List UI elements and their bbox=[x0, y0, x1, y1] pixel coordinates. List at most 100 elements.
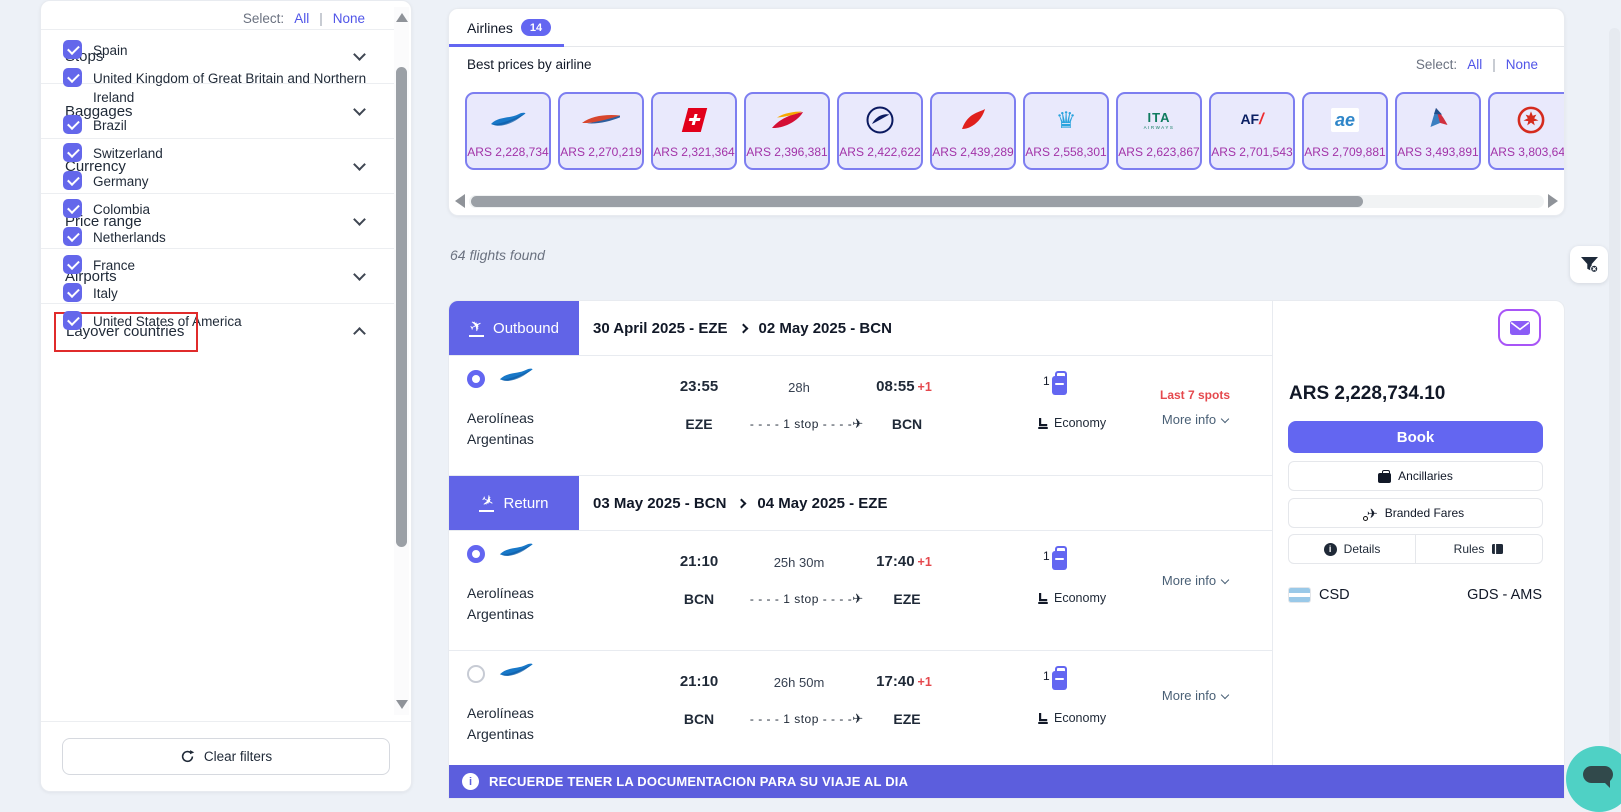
filter-section-baggages[interactable]: Baggages bbox=[41, 84, 394, 139]
airline-price: ARS 3,803,646 bbox=[1490, 145, 1565, 159]
airline-card[interactable]: ARS 2,439,289 bbox=[930, 92, 1016, 170]
airlines-horizontal-scrollbar[interactable] bbox=[455, 193, 1558, 209]
rules-button[interactable]: Rules bbox=[1415, 535, 1542, 563]
checkbox-checked-icon[interactable] bbox=[63, 171, 82, 190]
select-label: Select: bbox=[242, 11, 285, 26]
filter-section-airports[interactable]: Airports bbox=[41, 249, 394, 304]
country-label: Switzerland bbox=[93, 146, 163, 161]
scroll-up-arrow-icon[interactable] bbox=[396, 13, 408, 22]
cabin-class: Economy bbox=[1037, 591, 1106, 605]
checkbox-checked-icon[interactable] bbox=[63, 68, 82, 87]
layover-country-list: Spain United Kingdom of Great Britain an… bbox=[41, 32, 411, 335]
details-button[interactable]: Details bbox=[1289, 535, 1415, 563]
flight-option-row[interactable]: Aerolíneas Argentinas 23:55 28h 08:55 +1 … bbox=[449, 356, 1272, 476]
stops-indicator: - - - - 1 stop - - - -✈ bbox=[749, 711, 864, 726]
arrival-time: 17:40 +1 bbox=[876, 553, 932, 570]
radio-unselected[interactable] bbox=[467, 665, 485, 683]
airline-card[interactable]: ARS 3,493,891 bbox=[1395, 92, 1481, 170]
airlines-panel: Airlines 14 Best prices by airline Selec… bbox=[448, 8, 1565, 216]
radio-selected[interactable] bbox=[467, 545, 485, 563]
airline-card[interactable]: AF/ ARS 2,701,543 bbox=[1209, 92, 1295, 170]
more-info-link[interactable]: More info bbox=[1140, 573, 1250, 588]
airline-price: ARS 3,493,891 bbox=[1397, 145, 1479, 159]
airline-card[interactable]: ARS 3,803,646 bbox=[1488, 92, 1565, 170]
info-icon bbox=[462, 773, 479, 790]
origin-code: BCN bbox=[683, 711, 715, 727]
filter-section-currency[interactable]: Currency bbox=[41, 139, 394, 194]
airline-price: ARS 2,439,289 bbox=[932, 145, 1014, 159]
checkbox-checked-icon[interactable] bbox=[63, 283, 82, 302]
page-scrollbar[interactable] bbox=[1609, 28, 1620, 755]
filter-label: Price range bbox=[65, 212, 142, 230]
divider bbox=[41, 29, 394, 30]
seat-icon bbox=[1038, 592, 1048, 604]
scroll-down-arrow-icon[interactable] bbox=[396, 700, 408, 709]
scroll-left-arrow-icon[interactable] bbox=[455, 194, 465, 208]
sidebar-scrollbar[interactable] bbox=[394, 7, 409, 715]
checkbox-checked-icon[interactable] bbox=[63, 227, 82, 246]
chevron-down-icon bbox=[353, 267, 366, 281]
luggage-icon bbox=[1051, 371, 1068, 395]
select-none-link[interactable]: None bbox=[1505, 56, 1538, 72]
airline-card[interactable]: ARS 2,270,219 bbox=[558, 92, 644, 170]
scrollbar-thumb[interactable] bbox=[471, 195, 1364, 207]
baggage-allowance: 1 bbox=[1043, 371, 1068, 395]
clear-filters-button[interactable]: Clear filters bbox=[62, 738, 390, 775]
filter-section-price-range[interactable]: Price range bbox=[41, 194, 394, 249]
envelope-icon bbox=[1509, 320, 1530, 335]
destination-code: BCN bbox=[891, 416, 923, 432]
flight-option-row[interactable]: Aerolíneas Argentinas 21:10 26h 50m 17:4… bbox=[449, 651, 1272, 771]
chevron-right-icon bbox=[736, 498, 747, 508]
select-all-link[interactable]: All bbox=[1467, 56, 1483, 72]
radio-selected[interactable] bbox=[467, 370, 485, 388]
sidebar-footer: Clear filters bbox=[41, 721, 411, 791]
checkbox-checked-icon[interactable] bbox=[63, 40, 82, 59]
avianca-logo-icon bbox=[932, 94, 1014, 145]
chat-widget-button[interactable] bbox=[1566, 746, 1621, 812]
scrollbar-track[interactable] bbox=[469, 194, 1544, 208]
airline-card[interactable]: ae ARS 2,709,881 bbox=[1302, 92, 1388, 170]
outbound-tag: ✈ Outbound bbox=[449, 301, 579, 355]
panel-subrow: Best prices by airline Select: All | Non… bbox=[449, 47, 1564, 81]
clear-airline-filter-button[interactable] bbox=[1570, 246, 1608, 283]
return-tag: ✈ Return bbox=[449, 476, 579, 530]
email-itinerary-button[interactable] bbox=[1498, 309, 1541, 346]
plane-icon: ✈ bbox=[852, 591, 864, 606]
scrollbar-thumb[interactable] bbox=[396, 67, 407, 547]
checkbox-checked-icon[interactable] bbox=[63, 311, 82, 330]
ancillaries-button[interactable]: Ancillaries bbox=[1288, 461, 1543, 491]
filter-section-layover-countries[interactable]: Layover countries bbox=[41, 304, 394, 359]
airline-card[interactable]: ♛ ARS 2,558,301 bbox=[1023, 92, 1109, 170]
chevron-down-icon bbox=[1220, 414, 1230, 423]
duration: 26h 50m bbox=[773, 675, 825, 690]
more-info-link[interactable]: More info bbox=[1140, 412, 1250, 427]
branded-fares-plane-icon: ✈ bbox=[1362, 507, 1378, 521]
total-price: ARS 2,228,734.10 bbox=[1289, 383, 1446, 404]
checkbox-checked-icon[interactable] bbox=[63, 115, 82, 134]
airline-card[interactable]: ARS 2,228,734 bbox=[465, 92, 551, 170]
flight-option-row[interactable]: Aerolíneas Argentinas 21:10 25h 30m 17:4… bbox=[449, 531, 1272, 651]
checkbox-checked-icon[interactable] bbox=[63, 255, 82, 274]
airline-card[interactable]: ARS 2,396,381 bbox=[744, 92, 830, 170]
filter-section-stops[interactable]: Stops bbox=[41, 29, 394, 84]
seat-icon bbox=[1038, 712, 1048, 724]
airline-card[interactable]: ARS 2,321,364 bbox=[651, 92, 737, 170]
aerolineas-argentinas-logo-icon bbox=[497, 661, 535, 685]
select-divider: | bbox=[1492, 56, 1496, 72]
klm-logo-icon: ♛ bbox=[1055, 106, 1077, 133]
select-all-link[interactable]: All bbox=[294, 11, 310, 26]
select-none-link[interactable]: None bbox=[332, 11, 365, 26]
scroll-right-arrow-icon[interactable] bbox=[1548, 194, 1558, 208]
airline-cards-row: ARS 2,228,734 ARS 2,270,219 ARS 2,321,36… bbox=[449, 92, 1564, 170]
checkbox-checked-icon[interactable] bbox=[63, 199, 82, 218]
country-label: Netherlands bbox=[93, 230, 166, 245]
branded-fares-button[interactable]: ✈ Branded Fares bbox=[1288, 498, 1543, 528]
tab-airlines[interactable]: Airlines 14 bbox=[449, 9, 569, 46]
cabin-class: Economy bbox=[1037, 711, 1106, 725]
checkbox-checked-icon[interactable] bbox=[63, 143, 82, 162]
book-button[interactable]: Book bbox=[1288, 421, 1543, 453]
airline-card[interactable]: ITA AIRWAYS ARS 2,623,867 bbox=[1116, 92, 1202, 170]
airline-price: ARS 2,270,219 bbox=[560, 145, 642, 159]
airline-card[interactable]: ARS 2,422,622 bbox=[837, 92, 923, 170]
more-info-link[interactable]: More info bbox=[1140, 688, 1250, 703]
